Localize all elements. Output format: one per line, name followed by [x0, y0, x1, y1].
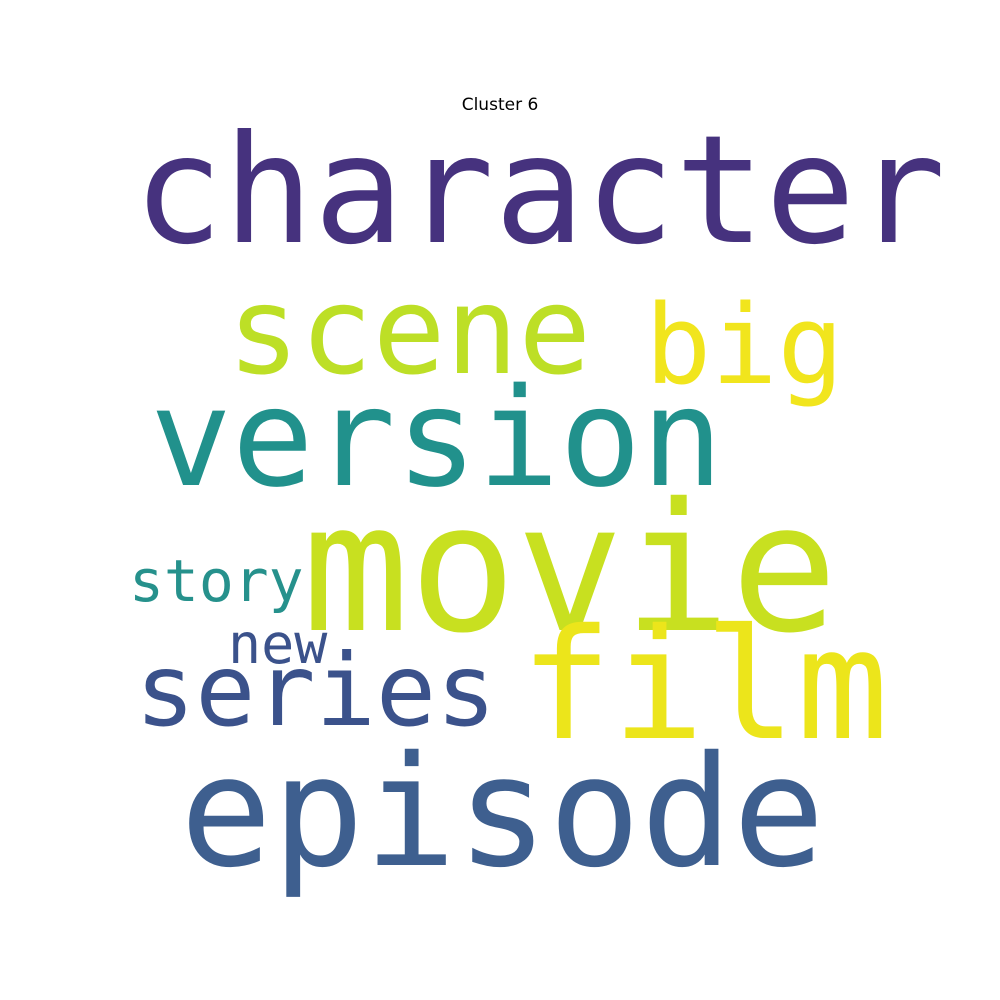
word-scene: scene [227, 261, 592, 402]
word-story: story [129, 547, 304, 615]
word-episode: episode [180, 724, 825, 902]
word-new: new [228, 612, 328, 676]
word-movie: movie [302, 465, 838, 672]
word-series: series [135, 632, 497, 749]
word-film: film [520, 597, 889, 775]
word-version: version [150, 360, 724, 518]
chart-title: Cluster 6 [461, 95, 539, 115]
word-character: character [133, 104, 946, 278]
word-big: big [645, 281, 844, 409]
